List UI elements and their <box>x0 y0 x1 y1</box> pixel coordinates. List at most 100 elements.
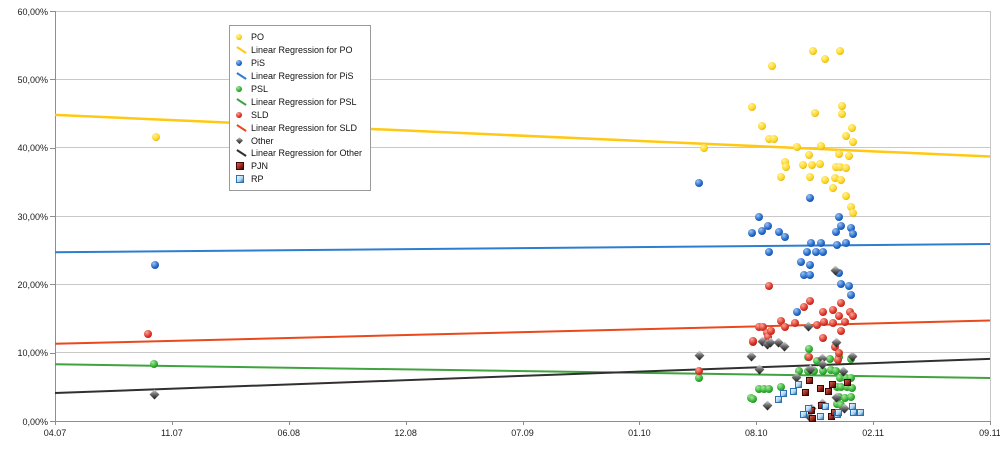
data-point-pis[interactable] <box>832 240 841 249</box>
data-point-sld[interactable] <box>837 327 846 336</box>
data-point-pis[interactable] <box>834 268 843 277</box>
data-point-po[interactable] <box>805 173 814 182</box>
data-point-po[interactable] <box>849 138 858 147</box>
data-point-po[interactable] <box>847 123 856 132</box>
data-point-pis[interactable] <box>755 213 764 222</box>
data-point-rp[interactable] <box>800 411 808 419</box>
data-point-pis[interactable] <box>805 270 814 279</box>
data-point-po[interactable] <box>765 134 774 143</box>
data-point-po[interactable] <box>846 203 855 212</box>
data-point-pis[interactable] <box>807 239 816 248</box>
data-point-sld[interactable] <box>834 312 843 321</box>
data-point-rp[interactable] <box>817 413 825 421</box>
data-point-psl[interactable] <box>818 367 827 376</box>
data-point-sld[interactable] <box>764 332 773 341</box>
data-point-po[interactable] <box>815 160 824 169</box>
data-point-psl[interactable] <box>765 384 774 393</box>
data-point-pis[interactable] <box>844 282 853 291</box>
data-point-psl[interactable] <box>842 373 850 382</box>
data-point-sld[interactable] <box>695 367 704 376</box>
data-point-sld[interactable] <box>845 308 854 317</box>
data-point-psl[interactable] <box>826 354 835 363</box>
data-point-po[interactable] <box>777 173 786 182</box>
data-point-rp[interactable] <box>775 395 783 403</box>
data-point-sld[interactable] <box>143 329 152 338</box>
data-point-sld[interactable] <box>819 317 828 326</box>
data-point-other[interactable] <box>803 321 814 332</box>
data-point-other[interactable] <box>149 389 160 400</box>
data-point-psl[interactable] <box>832 382 841 391</box>
data-point-psl[interactable] <box>836 373 845 382</box>
data-point-psl[interactable] <box>832 399 841 408</box>
data-point-pis[interactable] <box>842 239 850 248</box>
data-point-po[interactable] <box>768 61 777 70</box>
data-point-sld[interactable] <box>804 353 813 362</box>
data-point-pjn[interactable] <box>817 385 825 393</box>
data-point-other[interactable] <box>762 400 773 411</box>
data-point-pis[interactable] <box>805 193 814 202</box>
legend-item[interactable]: Linear Regression for PSL <box>236 95 362 108</box>
data-point-pjn[interactable] <box>802 389 810 397</box>
data-point-pjn[interactable] <box>806 376 814 384</box>
data-point-sld[interactable] <box>790 318 799 327</box>
data-point-psl[interactable] <box>810 367 819 376</box>
data-point-sld[interactable] <box>828 318 837 327</box>
data-point-sld[interactable] <box>818 333 827 342</box>
legend-item[interactable]: PiS <box>236 57 362 70</box>
data-point-pjn[interactable] <box>824 388 832 396</box>
data-point-other[interactable] <box>754 364 764 375</box>
data-point-psl[interactable] <box>831 367 840 376</box>
data-point-sld[interactable] <box>781 322 790 331</box>
data-point-po[interactable] <box>770 134 778 143</box>
data-point-rp[interactable] <box>857 408 865 416</box>
data-point-po[interactable] <box>799 161 807 170</box>
legend[interactable]: PO Linear Regression for PO PiS Linear Regr… <box>229 25 372 191</box>
data-point-psl[interactable] <box>755 384 764 393</box>
data-point-psl[interactable] <box>759 384 768 393</box>
data-point-po[interactable] <box>747 102 756 111</box>
legend-item[interactable]: PO <box>236 31 362 44</box>
data-point-po[interactable] <box>848 208 857 217</box>
data-point-pis[interactable] <box>837 221 846 230</box>
data-point-rp[interactable] <box>779 390 787 398</box>
legend-item[interactable]: SLD <box>236 108 362 121</box>
data-point-psl[interactable] <box>841 393 850 402</box>
data-point-pis[interactable] <box>793 308 802 317</box>
data-point-pjn[interactable] <box>808 414 816 422</box>
data-point-pjn[interactable] <box>829 381 837 389</box>
data-point-po[interactable] <box>836 46 845 55</box>
data-point-rp[interactable] <box>835 409 843 417</box>
data-point-psl[interactable] <box>842 382 851 391</box>
data-point-psl[interactable] <box>837 382 846 391</box>
data-point-pis[interactable] <box>774 228 783 237</box>
data-point-psl[interactable] <box>777 382 786 391</box>
data-point-po[interactable] <box>781 158 790 167</box>
data-point-pis[interactable] <box>831 228 840 237</box>
data-point-pis[interactable] <box>781 232 790 241</box>
data-point-psl[interactable] <box>846 373 855 382</box>
data-point-psl[interactable] <box>748 395 757 404</box>
data-point-po[interactable] <box>816 142 825 151</box>
data-point-po[interactable] <box>699 144 708 153</box>
data-point-pis[interactable] <box>757 227 766 236</box>
data-point-po[interactable] <box>830 174 839 183</box>
data-point-po[interactable] <box>834 149 843 158</box>
data-point-psl[interactable] <box>847 384 856 393</box>
data-point-po[interactable] <box>838 110 847 119</box>
data-point-pis[interactable] <box>747 229 756 238</box>
data-point-pis[interactable] <box>695 178 704 187</box>
data-point-pis[interactable] <box>818 248 827 257</box>
data-point-pis[interactable] <box>846 223 855 232</box>
data-point-psl[interactable] <box>813 356 822 365</box>
data-point-psl[interactable] <box>150 359 159 368</box>
data-point-po[interactable] <box>844 151 853 160</box>
data-point-sld[interactable] <box>813 321 822 330</box>
data-point-po[interactable] <box>782 162 791 171</box>
data-point-pis[interactable] <box>764 221 773 230</box>
legend-item[interactable]: Linear Regression for PiS <box>236 70 362 83</box>
data-point-sld[interactable] <box>765 281 774 290</box>
data-point-psl[interactable] <box>827 365 836 374</box>
data-point-sld[interactable] <box>828 305 837 314</box>
data-point-pis[interactable] <box>837 280 846 289</box>
data-point-po[interactable] <box>828 183 837 192</box>
